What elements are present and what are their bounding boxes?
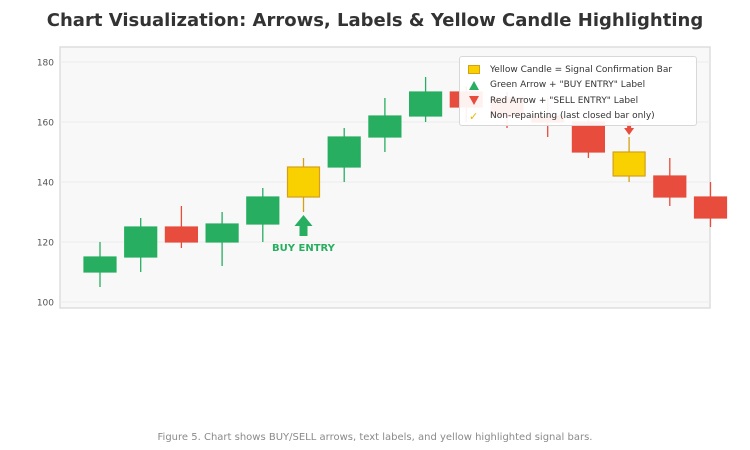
legend-label: Non-repainting (last closed bar only)	[490, 111, 655, 122]
signal-candle-body	[286, 166, 321, 198]
legend-label: Yellow Candle = Signal Confirmation Bar	[490, 64, 673, 75]
legend-item-yellow-candle: Yellow Candle = Signal Confirmation Bar	[468, 62, 688, 78]
legend-item-sell-arrow: Red Arrow + "SELL ENTRY" Label	[468, 93, 688, 109]
legend-item-non-repainting: ✓ Non-repainting (last closed bar only)	[468, 109, 688, 125]
candle	[653, 158, 687, 206]
candle	[612, 137, 646, 182]
candle-body	[693, 196, 728, 219]
candle-body	[205, 223, 239, 243]
red-triangle-down-icon	[469, 96, 479, 106]
candle	[124, 218, 158, 272]
buy-signal: BUY ENTRY	[272, 215, 336, 254]
sell-arrow-icon	[624, 122, 635, 135]
y-tick-label: 120	[37, 239, 54, 249]
candle-body	[653, 175, 687, 198]
candle	[246, 188, 280, 242]
signal-markers: BUY ENTRY	[272, 122, 635, 254]
legend-label: Red Arrow + "SELL ENTRY" Label	[490, 95, 639, 106]
candle	[327, 128, 361, 182]
chart-legend: Yellow Candle = Signal Confirmation Bar …	[459, 56, 697, 126]
candle	[83, 242, 117, 287]
green-triangle-up-icon	[469, 80, 479, 90]
candle-body	[368, 115, 402, 138]
candle-body	[571, 121, 606, 153]
candle	[693, 182, 728, 227]
candle-body	[164, 226, 198, 243]
buy-arrow-icon	[294, 215, 313, 236]
candle-body	[409, 91, 443, 117]
legend-item-buy-arrow: Green Arrow + "BUY ENTRY" Label	[468, 78, 688, 94]
candle	[571, 113, 606, 158]
candle	[286, 158, 321, 212]
candle-body	[124, 226, 158, 258]
buy-entry-label: BUY ENTRY	[272, 243, 336, 254]
y-axis: 100 120 140 160 180	[37, 59, 54, 309]
signal-candle-body	[612, 151, 646, 177]
figure-caption: Figure 5. Chart shows BUY/SELL arrows, t…	[157, 432, 593, 443]
sell-signal	[624, 122, 635, 135]
candle	[205, 212, 239, 266]
y-tick-label: 160	[37, 119, 54, 129]
yellow-square-icon	[468, 65, 480, 75]
candle-body	[246, 196, 280, 225]
y-tick-label: 180	[37, 59, 54, 69]
candle-body	[83, 256, 117, 273]
check-mark-icon: ✓	[469, 109, 479, 123]
candle	[164, 206, 198, 248]
candle	[409, 77, 443, 122]
legend-label: Green Arrow + "BUY ENTRY" Label	[490, 80, 646, 91]
candle	[368, 98, 402, 152]
candle-body	[327, 136, 361, 168]
y-tick-label: 140	[37, 179, 54, 189]
chart-title: Chart Visualization: Arrows, Labels & Ye…	[46, 10, 704, 31]
y-tick-label: 100	[37, 299, 54, 309]
